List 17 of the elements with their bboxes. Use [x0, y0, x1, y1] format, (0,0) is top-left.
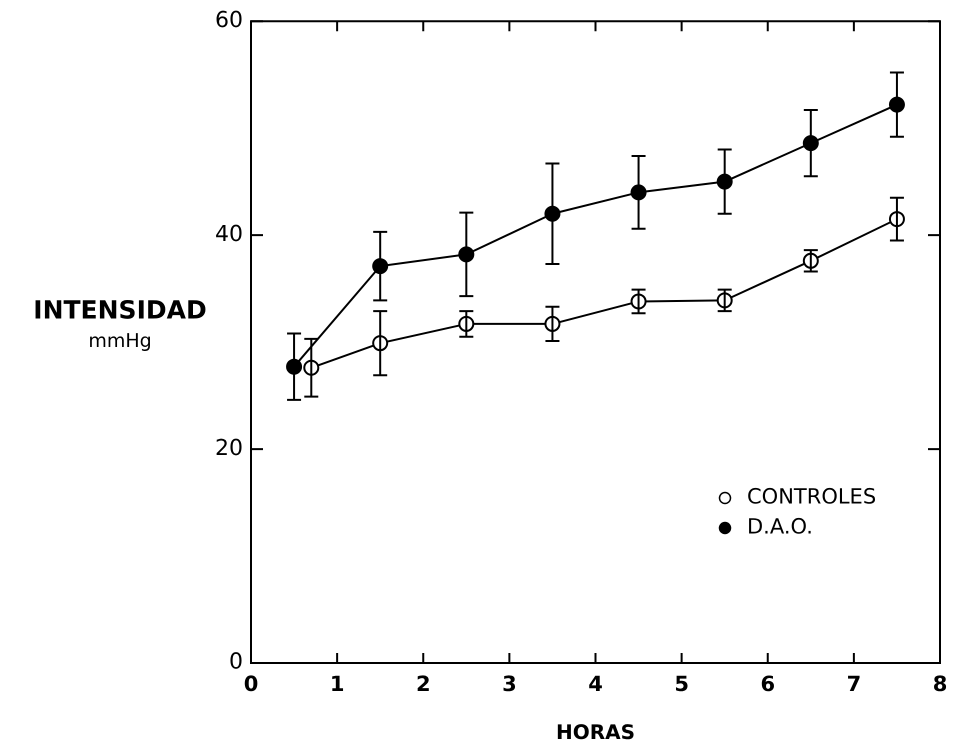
x-tick-label: 6 [760, 672, 776, 696]
x-tick-label: 3 [502, 672, 517, 696]
x-tick-label: 8 [932, 672, 948, 696]
y-tick-label: 0 [229, 650, 243, 675]
x-tick-label: 2 [416, 672, 431, 696]
x-tick-label: 7 [846, 672, 862, 696]
x-tick-label: 0 [244, 672, 258, 696]
y-axis-title: INTENSIDAD mmHg [33, 296, 207, 352]
y-tick-label: 40 [215, 222, 243, 247]
x-tick-label: 5 [674, 672, 689, 696]
y-tick-label: 20 [215, 436, 243, 461]
legend-label: D.A.O. [747, 514, 813, 538]
legend-label: CONTROLES [747, 484, 876, 508]
y-tick-label: 60 [215, 8, 243, 33]
x-tick-label: 4 [588, 672, 603, 696]
x-axis-title: HORAS [556, 720, 636, 744]
x-tick-label: 1 [330, 672, 344, 696]
